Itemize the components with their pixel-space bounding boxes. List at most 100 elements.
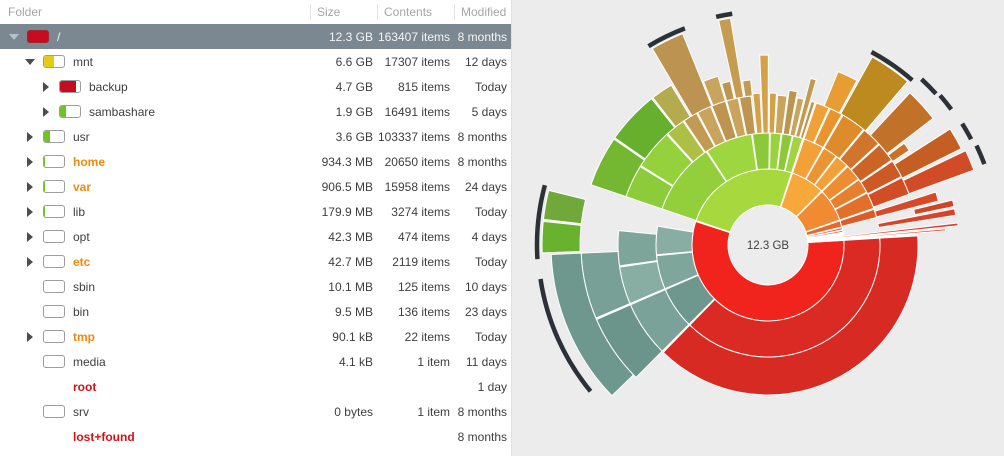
- sunburst-segment-col-c[interactable]: [768, 92, 778, 134]
- table-row-opt[interactable]: opt 42.3 MB 474 items 4 days: [0, 224, 511, 249]
- sunburst-segment-green-w2[interactable]: [614, 97, 676, 160]
- expand-arrow-icon[interactable]: [24, 156, 37, 167]
- usage-bar-icon: [43, 355, 65, 368]
- sunburst-segment-samba-i[interactable]: [550, 252, 635, 397]
- sunburst-segment-tan-8[interactable]: [789, 97, 805, 137]
- sunburst-segment-col-a[interactable]: [752, 92, 763, 135]
- sunburst-segment-green-blk1[interactable]: [541, 220, 582, 254]
- sunburst-segment-col-b[interactable]: [759, 54, 769, 134]
- folder-name: /: [57, 29, 61, 44]
- size-value: 4.7 GB: [335, 79, 373, 94]
- size-value: 1.9 GB: [335, 104, 373, 119]
- contents-value: 20650 items: [384, 154, 450, 169]
- table-row-root[interactable]: root 1 day: [0, 374, 511, 399]
- sunburst-segment-green-blk2[interactable]: [542, 189, 587, 225]
- folder-cell: home: [0, 155, 310, 169]
- column-header-folder[interactable]: Folder: [8, 5, 43, 19]
- table-row-backup[interactable]: backup 4.7 GB 815 items Today: [0, 74, 511, 99]
- column-header-contents[interactable]: Contents: [377, 4, 454, 20]
- expander-placeholder: [24, 307, 37, 317]
- expand-arrow-icon[interactable]: [24, 256, 37, 267]
- sunburst-segment-samba-3[interactable]: [655, 225, 694, 256]
- table-row-srv[interactable]: srv 0 bytes 1 item 8 months: [0, 399, 511, 424]
- depth-indicator-arc-0: [538, 278, 593, 393]
- modified-value: 8 months: [457, 129, 507, 144]
- sunburst-segment-red-sl1[interactable]: [874, 191, 939, 218]
- table-row-lib[interactable]: lib 179.9 MB 3274 items Today: [0, 199, 511, 224]
- usage-bar-icon: [43, 55, 65, 68]
- sunburst-segment-tan-h3[interactable]: [742, 79, 753, 98]
- expander-placeholder: [24, 282, 37, 292]
- expand-arrow-icon[interactable]: [40, 81, 53, 92]
- expand-arrow-icon[interactable]: [24, 331, 37, 342]
- contents-value: 22 items: [404, 329, 450, 344]
- table-row-etc[interactable]: etc 42.7 MB 2119 items Today: [0, 249, 511, 274]
- folder-cell: bin: [0, 305, 310, 319]
- table-row-sambashare[interactable]: sambashare 1.9 GB 16491 items 5 days: [0, 99, 511, 124]
- usage-bar-icon: [43, 155, 65, 168]
- size-value: 10.1 MB: [328, 279, 373, 294]
- sunburst-segment-red-sl2[interactable]: [913, 199, 955, 216]
- sunburst-segment-wide-spike[interactable]: [651, 32, 713, 117]
- expand-arrow-icon[interactable]: [24, 181, 37, 192]
- sunburst-segment-tan-h2[interactable]: [721, 80, 735, 102]
- folder-name: sbin: [73, 279, 96, 294]
- sunburst-segment-sliver-3[interactable]: [807, 234, 919, 244]
- contents-value: 1 item: [417, 354, 450, 369]
- table-row-bin[interactable]: bin 9.5 MB 136 items 23 days: [0, 299, 511, 324]
- collapse-arrow-icon[interactable]: [24, 57, 37, 67]
- table-row-lost+found[interactable]: lost+found 8 months: [0, 424, 511, 449]
- sunburst-segment-tan-7[interactable]: [782, 89, 798, 136]
- sunburst-segment-tall-spike[interactable]: [718, 17, 745, 100]
- expander-placeholder: [24, 357, 37, 367]
- sunburst-segment-backup-g[interactable]: [662, 235, 919, 396]
- modified-value: 12 days: [464, 54, 507, 69]
- table-row-[interactable]: / 12.3 GB 163407 items 8 months: [0, 24, 511, 49]
- sunburst-segment-tan-h1[interactable]: [702, 75, 727, 107]
- table-row-home[interactable]: home 934.3 MB 20650 items 8 months: [0, 149, 511, 174]
- expand-arrow-icon[interactable]: [40, 106, 53, 117]
- table-row-sbin[interactable]: sbin 10.1 MB 125 items 10 days: [0, 274, 511, 299]
- modified-value: 5 days: [471, 104, 507, 119]
- expand-arrow-icon[interactable]: [24, 206, 37, 217]
- column-header-modified[interactable]: Modified: [454, 4, 511, 20]
- table-row-usr[interactable]: usr 3.6 GB 103337 items 8 months: [0, 124, 511, 149]
- table-row-media[interactable]: media 4.1 kB 1 item 11 days: [0, 349, 511, 374]
- collapse-arrow-icon[interactable]: [8, 32, 21, 42]
- table-row-mnt[interactable]: mnt 6.6 GB 17307 items 12 days: [0, 49, 511, 74]
- depth-indicator-arc-1: [534, 184, 548, 260]
- sunburst-segment-tan-6[interactable]: [774, 94, 788, 135]
- sunburst-segment-home-g1[interactable]: [803, 102, 830, 144]
- expand-arrow-icon[interactable]: [24, 131, 37, 142]
- sunburst-segment-red-sl3[interactable]: [877, 208, 957, 229]
- sunburst-segment-green-w1[interactable]: [590, 138, 646, 198]
- contents-value: 163407 items: [377, 29, 450, 44]
- column-header-size[interactable]: Size: [310, 4, 377, 20]
- modified-value: 4 days: [471, 229, 507, 244]
- modified-value: 11 days: [465, 354, 507, 369]
- size-value: 90.1 kB: [332, 329, 373, 344]
- sunburst-segment-tan-9[interactable]: [799, 100, 816, 140]
- size-value: 6.6 GB: [335, 54, 373, 69]
- usage-bar-icon: [43, 180, 65, 193]
- sunburst-segment-fan-amber[interactable]: [823, 70, 858, 114]
- sunburst-segment-small-cell[interactable]: [887, 142, 910, 163]
- table-row-tmp[interactable]: tmp 90.1 kB 22 items Today: [0, 324, 511, 349]
- modified-value: Today: [474, 204, 507, 219]
- sunburst-segment-orange-wedge[interactable]: [893, 128, 962, 179]
- sunburst-segment-home-g4[interactable]: [839, 129, 880, 171]
- folder-cell: var: [0, 180, 310, 194]
- sunburst-segment-gold-wedge[interactable]: [840, 56, 909, 132]
- sunburst-segment-samba-g3[interactable]: [617, 230, 658, 267]
- sunburst-segment-olive[interactable]: [652, 84, 691, 128]
- sunburst-segment-tan-spike[interactable]: [795, 77, 817, 139]
- expand-arrow-icon[interactable]: [24, 231, 37, 242]
- sunburst-segment-bin[interactable]: [807, 233, 844, 241]
- table-row-var[interactable]: var 906.5 MB 15958 items 24 days: [0, 174, 511, 199]
- sunburst-segment-brown-wedge[interactable]: [869, 92, 934, 155]
- sunburst-segment-red-wedge[interactable]: [902, 150, 975, 195]
- folder-cell: srv: [0, 405, 310, 419]
- sunburst-chart[interactable]: 12.3 GB: [512, 0, 1004, 456]
- size-value: 4.1 kB: [338, 354, 373, 369]
